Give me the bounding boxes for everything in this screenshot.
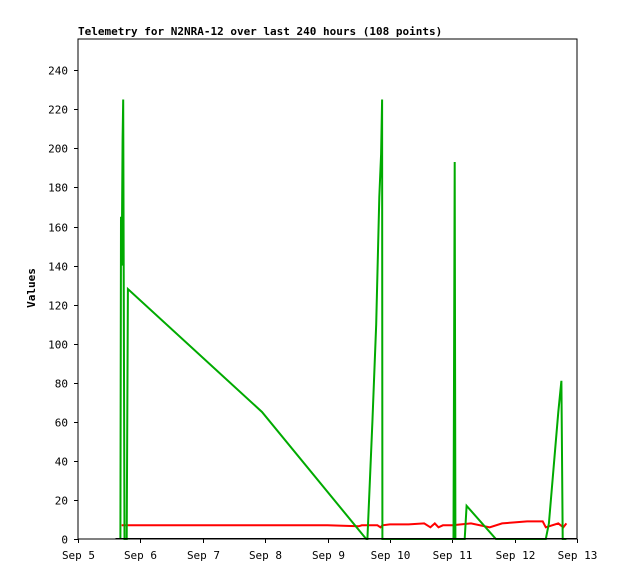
y-tick-label: 80 bbox=[55, 378, 68, 391]
x-tick-label: Sep 11 bbox=[433, 549, 473, 562]
series-layer bbox=[115, 99, 577, 540]
y-tick-label: 60 bbox=[55, 417, 68, 430]
x-tick-label: Sep 9 bbox=[312, 549, 345, 562]
x-tick-label: Sep 7 bbox=[187, 549, 220, 562]
y-tick-label: 200 bbox=[48, 143, 68, 156]
y-tick-label: 0 bbox=[61, 534, 68, 547]
y-tick-label: 100 bbox=[48, 339, 68, 352]
y-tick-label: 40 bbox=[55, 456, 68, 469]
y-tick-label: 240 bbox=[48, 65, 68, 78]
y-tick-label: 120 bbox=[48, 300, 68, 313]
y-tick-label: 140 bbox=[48, 261, 68, 274]
x-tick-label: Sep 12 bbox=[496, 549, 536, 562]
y-tick-label: 180 bbox=[48, 182, 68, 195]
y-tick-label: 220 bbox=[48, 104, 68, 117]
y-axis-label: Values bbox=[25, 268, 38, 308]
x-tick-label: Sep 6 bbox=[124, 549, 157, 562]
x-tick-label: Sep 8 bbox=[249, 549, 282, 562]
chart-title: Telemetry for N2NRA-12 over last 240 hou… bbox=[78, 25, 442, 38]
x-axis: Sep 5 Sep 6 Sep 7 Sep 8 Sep 9 Sep 10 Sep 11 Sep… bbox=[62, 539, 597, 562]
x-tick-label: Sep 10 bbox=[371, 549, 411, 562]
x-tick-label: Sep 13 bbox=[558, 549, 598, 562]
y-axis: 0 20 40 60 80 100 120 140 160 180 200 220 240 bbox=[48, 65, 78, 547]
series-line-1 bbox=[121, 520, 568, 529]
y-tick-label: 160 bbox=[48, 222, 68, 235]
x-tick-label: Sep 5 bbox=[62, 549, 95, 562]
y-tick-label: 20 bbox=[55, 495, 68, 508]
